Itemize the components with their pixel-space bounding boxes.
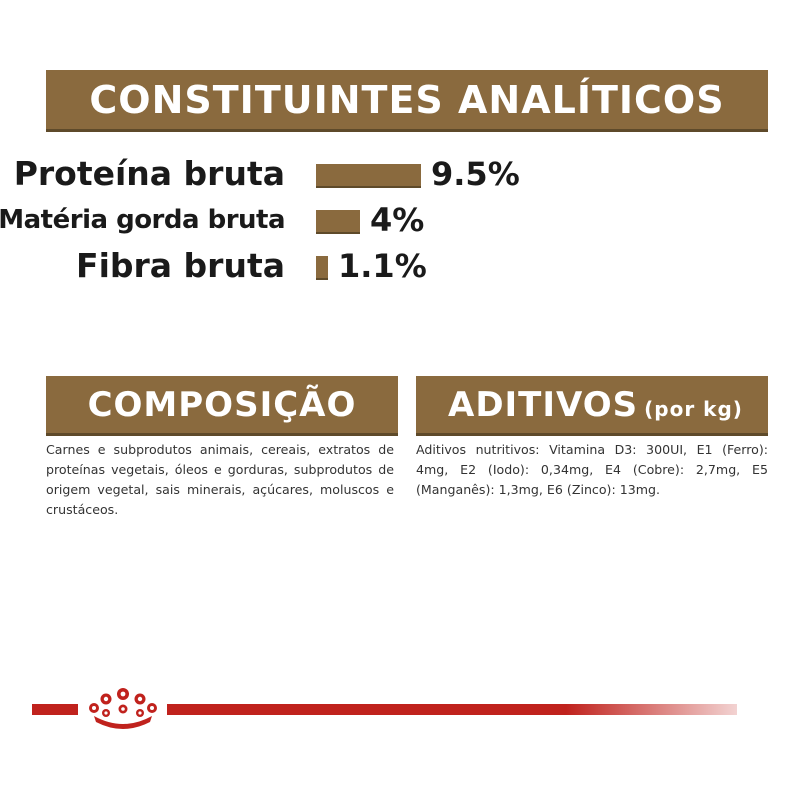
nutrient-label: Proteína bruta bbox=[13, 154, 285, 193]
constituintes-header: CONSTITUINTES ANALÍTICOS bbox=[46, 70, 768, 132]
nutrient-label: Fibra bruta bbox=[76, 246, 285, 285]
aditivos-title: ADITIVOS bbox=[448, 384, 639, 425]
footer-line-left bbox=[32, 704, 78, 715]
aditivos-header: ADITIVOS (por kg) bbox=[416, 376, 768, 436]
composicao-text: Carnes e subprodutos animais, cereais, e… bbox=[46, 442, 394, 517]
nutrient-bar bbox=[316, 164, 421, 188]
aditivos-unit: (por kg) bbox=[644, 396, 743, 421]
composicao-title: COMPOSIÇÃO bbox=[87, 384, 357, 425]
royal-crown-icon bbox=[89, 688, 157, 729]
constituintes-title: CONSTITUINTES ANALÍTICOS bbox=[89, 77, 725, 122]
composicao-header: COMPOSIÇÃO bbox=[46, 376, 398, 436]
nutrient-row-fibra: Fibra bruta 1.1% bbox=[0, 244, 800, 288]
nutrient-bar bbox=[316, 256, 328, 280]
nutrient-label: Matéria gorda bruta bbox=[0, 205, 285, 235]
nutrient-bar bbox=[316, 210, 360, 234]
aditivos-text: Aditivos nutritivos: Vitamina D3: 300UI,… bbox=[416, 442, 768, 497]
nutrient-row-proteina: Proteína bruta 9.5% bbox=[0, 152, 800, 196]
nutrient-row-gordura: Matéria gorda bruta 4% bbox=[0, 198, 800, 242]
footer-line-right bbox=[167, 704, 737, 715]
nutrient-value: 9.5% bbox=[431, 155, 520, 193]
nutrient-value: 1.1% bbox=[338, 247, 427, 285]
nutrient-value: 4% bbox=[370, 201, 425, 239]
